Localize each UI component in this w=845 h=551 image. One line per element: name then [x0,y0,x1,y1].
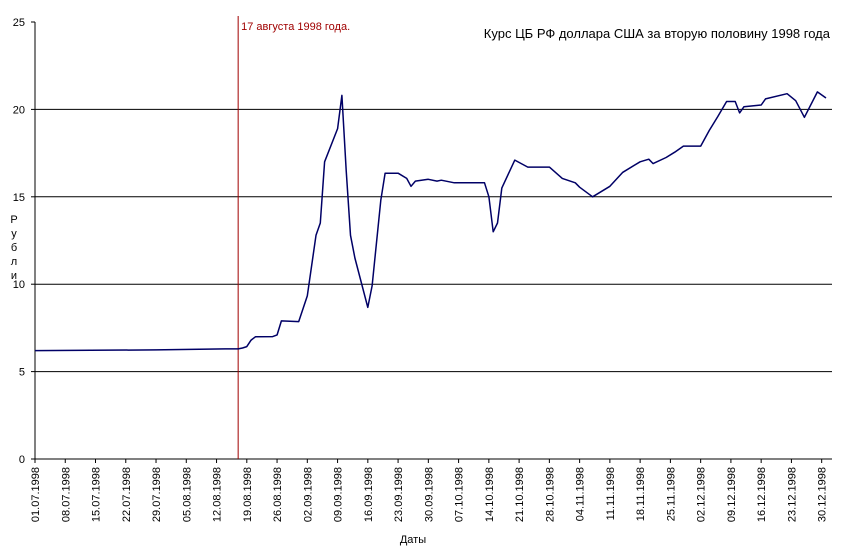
y-tick-label: 0 [19,454,25,466]
event-label: 17 августа 1998 года. [241,21,350,33]
line-series [34,91,827,352]
x-tick-label: 02.09.1998 [302,467,314,522]
x-tick-label: 07.10.1998 [454,467,466,522]
x-tick-label: 28.10.1998 [544,467,556,522]
chart-title: Курс ЦБ РФ доллара США за вторую половин… [484,26,831,41]
x-tick-label: 12.08.1998 [212,467,224,522]
x-tick-label: 11.11.1998 [605,467,617,520]
y-tick-label: 5 [19,367,25,379]
x-tick-label: 01.07.1998 [30,467,42,522]
x-tick-label: 30.09.1998 [423,467,435,522]
x-tick-label: 15.07.1998 [91,467,103,522]
x-tick-label: 23.12.1998 [786,467,798,522]
x-tick-label: 18.11.1998 [635,467,647,521]
y-tick-label: 25 [13,17,25,29]
x-tick-label: 22.07.1998 [121,467,133,522]
x-tick-label: 04.11.1998 [575,467,587,521]
y-axis-label: Рубли [8,214,20,284]
x-tick-label: 09.09.1998 [333,467,345,522]
x-tick-label: 29.07.1998 [151,467,163,522]
x-tick-label: 02.12.1998 [696,467,708,522]
x-tick-label: 25.11.1998 [665,467,677,521]
x-axis-label: Даты [400,534,426,546]
y-tick-label: 15 [13,192,25,204]
y-tick-label: 10 [13,279,25,291]
x-tick-label: 14.10.1998 [484,467,496,522]
x-tick-label: 26.08.1998 [272,467,284,522]
x-tick-label: 19.08.1998 [242,467,254,522]
x-tick-label: 23.09.1998 [393,467,405,522]
x-tick-label: 09.12.1998 [726,467,738,522]
y-tick-label: 20 [13,104,25,116]
x-tick-label: 21.10.1998 [514,467,526,522]
x-tick-label: 16.12.1998 [756,467,768,522]
x-tick-label: 05.08.1998 [181,467,193,522]
x-tick-label: 16.09.1998 [363,467,375,522]
x-tick-label: 30.12.1998 [817,467,829,522]
x-tick-label: 08.07.1998 [60,467,72,522]
